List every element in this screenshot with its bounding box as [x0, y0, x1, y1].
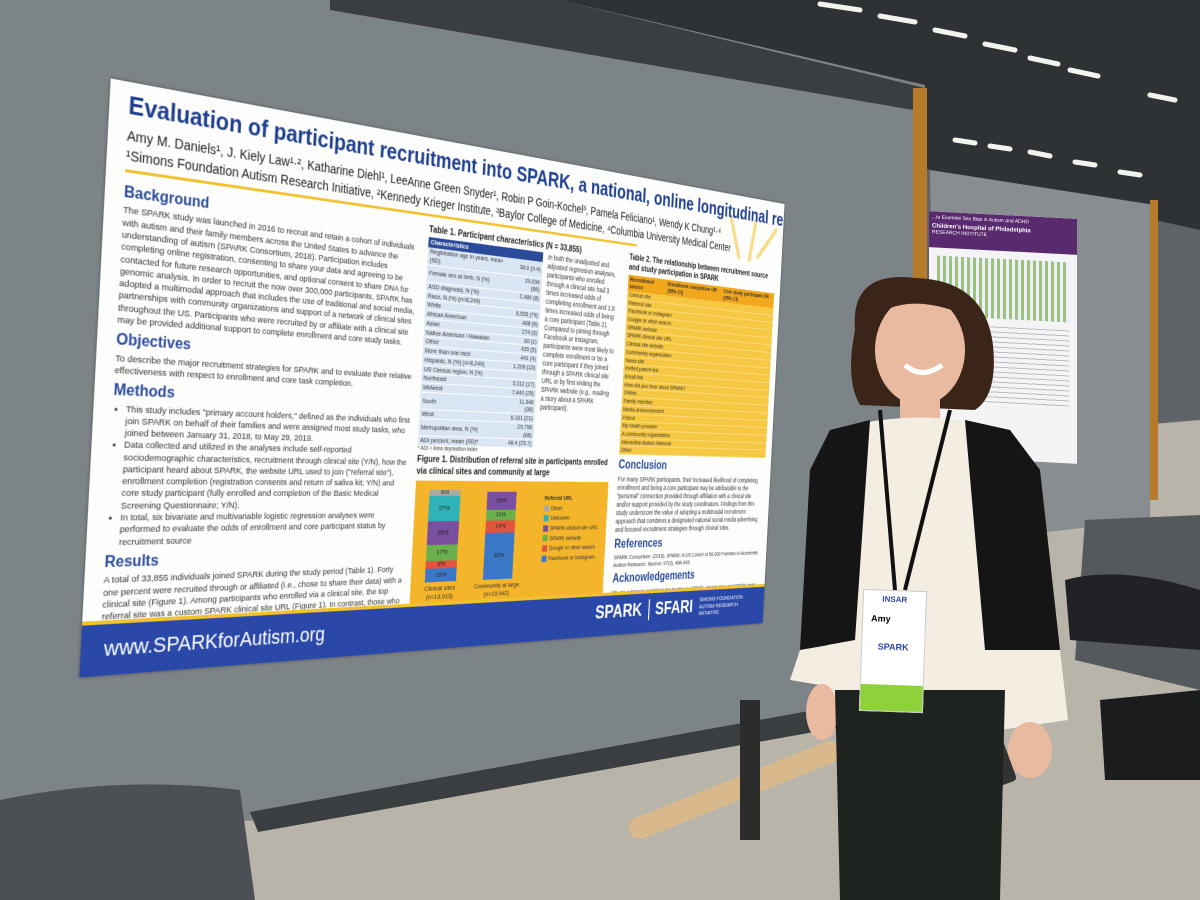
cuff-left: [790, 640, 860, 690]
cuff-right: [990, 650, 1068, 730]
badge-stripe: [859, 683, 923, 713]
lanyard: [878, 409, 952, 591]
badge: INSAR Amy SPARK: [858, 588, 928, 714]
bag: [1100, 690, 1200, 780]
side-post: [1150, 200, 1158, 500]
ceiling-lights: [817, 1, 1178, 178]
cardigan-left: [800, 420, 870, 650]
fringe: [870, 292, 965, 320]
hand-right: [1008, 722, 1052, 778]
cardigan-right: [965, 420, 1060, 650]
pants: [835, 690, 1005, 900]
chair-left: [0, 784, 255, 900]
face: [875, 295, 965, 405]
jacket: [1065, 574, 1200, 650]
board-frame: [330, 0, 925, 112]
badge-name: Amy: [870, 613, 891, 624]
cardboard-tube: [629, 741, 841, 839]
badge-logo: SPARK: [877, 641, 909, 653]
badge-org: INSAR: [882, 594, 908, 605]
hand-left: [806, 684, 838, 740]
smile: [903, 362, 944, 375]
board-leg: [740, 700, 760, 840]
